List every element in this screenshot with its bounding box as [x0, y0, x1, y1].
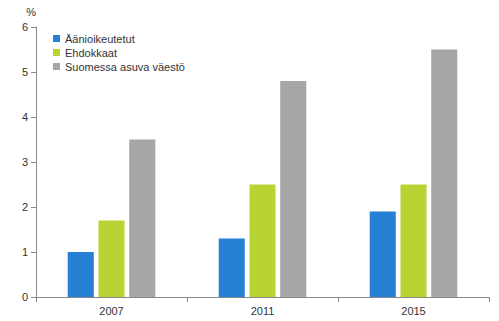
svg-text:2: 2: [22, 201, 28, 213]
svg-text:Suomessa asuva väestö: Suomessa asuva väestö: [65, 61, 185, 73]
svg-text:0: 0: [22, 291, 28, 303]
svg-text:2015: 2015: [401, 305, 425, 317]
svg-text:4: 4: [22, 111, 28, 123]
svg-text:%: %: [26, 6, 36, 18]
svg-text:2011: 2011: [251, 305, 275, 317]
svg-text:5: 5: [22, 66, 28, 78]
svg-text:6: 6: [22, 21, 28, 33]
svg-text:Ehdokkaat: Ehdokkaat: [65, 47, 117, 59]
svg-text:3: 3: [22, 156, 28, 168]
svg-text:Äänioikeutetut: Äänioikeutetut: [65, 33, 135, 45]
svg-text:2007: 2007: [99, 305, 123, 317]
svg-text:1: 1: [22, 246, 28, 258]
